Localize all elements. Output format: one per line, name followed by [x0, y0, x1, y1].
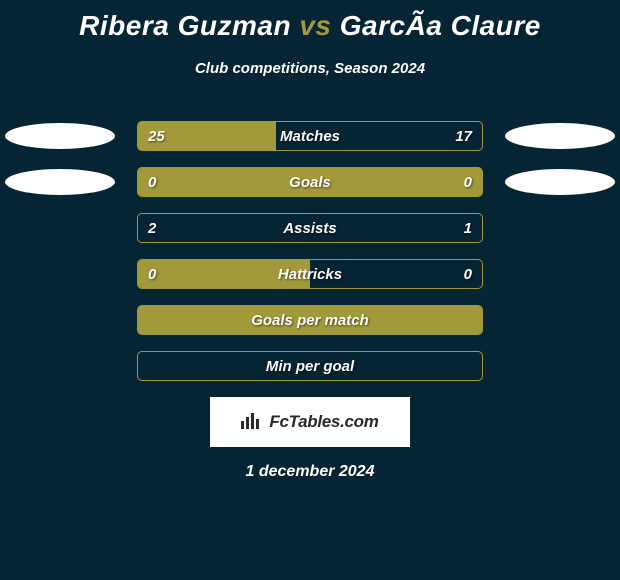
logo-bars-icon	[241, 411, 263, 434]
stat-bar: 00Goals	[137, 167, 483, 197]
stat-bar: 00Hattricks	[137, 259, 483, 289]
stat-bar: 2517Matches	[137, 121, 483, 151]
stat-bar: 21Assists	[137, 213, 483, 243]
stat-row: 21Assists	[0, 213, 620, 243]
snapshot-date: 1 december 2024	[0, 463, 620, 481]
stat-label: Assists	[138, 214, 482, 243]
player1-ellipse	[5, 123, 115, 149]
stat-label: Min per goal	[138, 352, 482, 381]
vs-text: vs	[299, 10, 331, 41]
stat-bar: Min per goal	[137, 351, 483, 381]
stat-rows: 2517Matches 00Goals 21Assists 00Hattricks Go…	[0, 121, 620, 381]
logo-text: FcTables.com	[269, 412, 378, 432]
subtitle: Club competitions, Season 2024	[0, 60, 620, 77]
player1-ellipse	[5, 169, 115, 195]
stat-label: Matches	[138, 122, 482, 151]
stat-label: Goals per match	[138, 306, 482, 335]
player2-ellipse	[505, 123, 615, 149]
fctables-logo[interactable]: FcTables.com	[210, 397, 410, 447]
stat-label: Hattricks	[138, 260, 482, 289]
stat-row: Goals per match	[0, 305, 620, 335]
stat-label: Goals	[138, 168, 482, 197]
comparison-title: Ribera Guzman vs GarcÃ­a Claure	[0, 0, 620, 42]
player2-name: GarcÃ­a Claure	[340, 10, 541, 41]
stat-bar: Goals per match	[137, 305, 483, 335]
stat-row: 2517Matches	[0, 121, 620, 151]
stat-row: 00Hattricks	[0, 259, 620, 289]
stat-row: Min per goal	[0, 351, 620, 381]
stat-row: 00Goals	[0, 167, 620, 197]
player1-name: Ribera Guzman	[79, 10, 291, 41]
player2-ellipse	[505, 169, 615, 195]
